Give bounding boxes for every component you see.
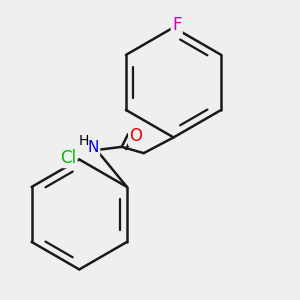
Text: F: F xyxy=(172,16,182,34)
Text: N: N xyxy=(88,140,99,155)
Text: Cl: Cl xyxy=(60,149,76,167)
Text: H: H xyxy=(78,134,88,148)
Text: O: O xyxy=(129,127,142,145)
